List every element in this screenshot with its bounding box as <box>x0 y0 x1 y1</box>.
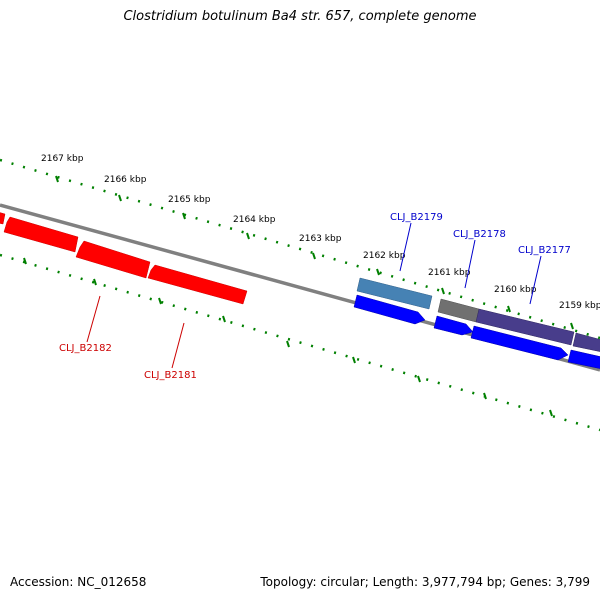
major-tick <box>376 268 380 276</box>
major-tick <box>93 278 97 286</box>
gene-arrow-clj-b2182[interactable] <box>3 216 79 253</box>
major-tick <box>312 252 316 260</box>
major-tick <box>182 212 186 220</box>
major-tick <box>352 356 356 364</box>
major-tick <box>549 409 553 417</box>
gene-arrow[interactable] <box>0 212 6 225</box>
leader-line <box>86 295 101 343</box>
major-tick <box>158 297 162 305</box>
major-tick <box>570 322 574 330</box>
leader-line <box>399 222 412 272</box>
reverse-strand-genes <box>0 212 248 305</box>
inner-tick-row <box>0 253 600 432</box>
major-tick <box>246 232 250 240</box>
map-title: Clostridium botulinum Ba4 str. 657, comp… <box>123 9 477 24</box>
major-tick <box>23 257 27 265</box>
gene-arrow-clj-b2181[interactable] <box>147 264 248 305</box>
gene-label[interactable]: CLJ_B2178 <box>453 229 506 240</box>
topology-text: Topology: circular; Length: 3,977,794 bp… <box>260 575 590 589</box>
forward-strand-genes-upper <box>356 277 600 352</box>
gene-arrow[interactable] <box>433 315 474 336</box>
gene-label[interactable]: CLJ_B2179 <box>390 212 443 223</box>
major-tick <box>286 340 290 348</box>
gene-arrow[interactable] <box>567 349 600 369</box>
tick-label: 2163 kbp <box>299 234 342 244</box>
inner-minor-ticks <box>0 253 600 432</box>
forward-strand-genes-lower <box>353 294 600 369</box>
gene-arrow-clj-b2177[interactable] <box>475 308 575 346</box>
accession-text: Accession: NC_012658 <box>10 575 147 589</box>
tick-label: 2160 kbp <box>494 285 537 295</box>
leader-line <box>171 322 185 369</box>
tick-label: 2167 kbp <box>41 154 84 164</box>
gene-arrow[interactable] <box>75 240 151 279</box>
tick-labels: 2167 kbp 2166 kbp 2165 kbp 2164 kbp 2163… <box>41 154 600 311</box>
gene-label[interactable]: CLJ_B2181 <box>144 370 197 381</box>
gene-label[interactable]: CLJ_B2177 <box>518 245 571 256</box>
outer-tick-row <box>0 158 600 340</box>
major-tick <box>55 175 59 183</box>
leader-line <box>464 239 476 289</box>
tick-label: 2159 kbp <box>559 301 600 311</box>
gene-arrow[interactable] <box>353 294 426 325</box>
tick-label: 2165 kbp <box>168 195 211 205</box>
major-tick <box>222 315 226 323</box>
tick-label: 2162 kbp <box>363 251 406 261</box>
major-tick <box>118 194 122 202</box>
outer-minor-ticks <box>0 158 600 340</box>
major-tick <box>483 392 487 400</box>
gene-arrow[interactable] <box>572 332 600 352</box>
major-tick <box>441 287 445 295</box>
gene-arrow-clj-b2179[interactable] <box>356 277 433 310</box>
gene-labels: CLJ_B2182 CLJ_B2181 CLJ_B2179 CLJ_B2178 … <box>59 212 571 381</box>
tick-label: 2166 kbp <box>104 175 147 185</box>
major-tick <box>417 375 421 383</box>
gene-label[interactable]: CLJ_B2182 <box>59 343 112 354</box>
gene-arrow[interactable] <box>470 325 569 361</box>
tick-label: 2161 kbp <box>428 268 471 278</box>
major-tick <box>507 305 511 313</box>
label-leader-lines <box>86 222 542 369</box>
leader-line <box>529 255 542 305</box>
tick-label: 2164 kbp <box>233 215 276 225</box>
